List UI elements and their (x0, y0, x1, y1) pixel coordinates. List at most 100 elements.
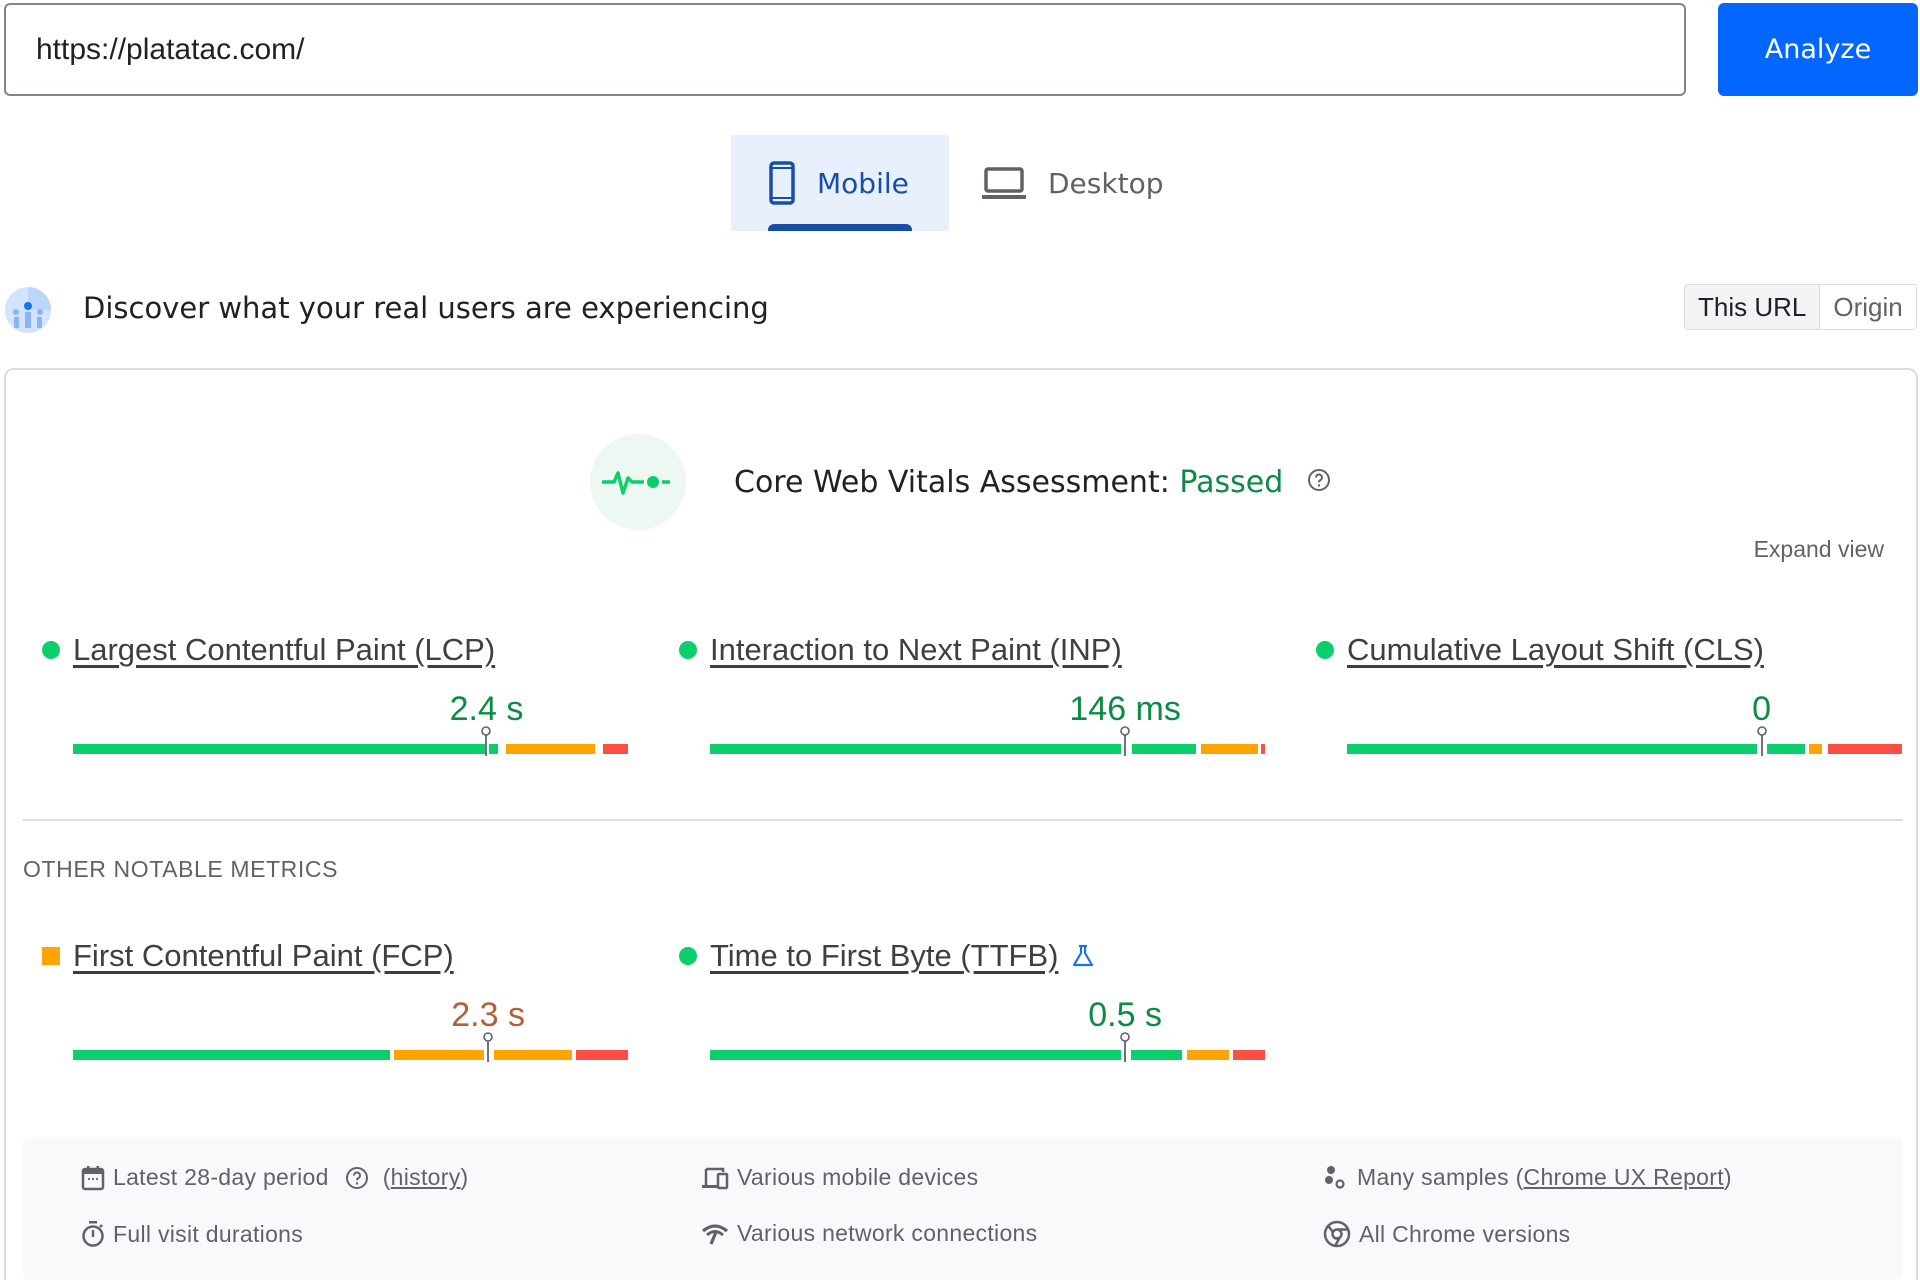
chrome-ux-report-link[interactable]: Chrome UX Report (1523, 1164, 1724, 1190)
distribution-segment (1130, 1050, 1183, 1060)
devices-icon (702, 1167, 729, 1189)
metric-ttfb-value: 0.5 s (1088, 996, 1162, 1034)
metric-fcp-link[interactable]: First Contentful Paint (FCP) (73, 938, 454, 973)
chrome-versions-info: All Chrome versions (1323, 1220, 1571, 1248)
durations-info: Full visit durations (81, 1220, 303, 1248)
metric-cls-value: 0 (1752, 690, 1772, 728)
samples-icon (1325, 1165, 1345, 1189)
metric-inp: Interaction to Next Paint (INP) 146 ms (679, 630, 1279, 756)
smartphone-icon (769, 161, 795, 205)
samples-info: Many samples (Chrome UX Report) (1323, 1164, 1732, 1191)
good-status-dot (679, 641, 697, 659)
expand-view-link[interactable]: Expand view (1753, 536, 1884, 562)
metric-lcp-value: 2.4 s (449, 690, 524, 728)
cwv-title: Core Web Vitals Assessment: Passed (734, 465, 1331, 500)
pulse-icon (590, 434, 686, 530)
metric-fcp: First Contentful Paint (FCP) 2.3 s (42, 936, 642, 1062)
percentile-marker-icon (1756, 726, 1767, 756)
samples-prefix: Many samples ( (1357, 1164, 1524, 1190)
stopwatch-icon (82, 1221, 104, 1247)
flask-icon[interactable] (1072, 944, 1094, 968)
period-text: Latest 28-day period (113, 1164, 329, 1190)
devices-info: Various mobile devices (701, 1164, 978, 1191)
field-data-card: Core Web Vitals Assessment: Passed Expan… (4, 368, 1918, 1280)
distribution-segment (1261, 744, 1265, 754)
distribution-segment (1201, 744, 1258, 754)
period-info: Latest 28-day period (history) (81, 1164, 468, 1191)
distribution-segment (73, 744, 485, 754)
url-input[interactable] (4, 3, 1686, 96)
distribution-segment (710, 1050, 1121, 1060)
section-divider (23, 819, 1903, 821)
tab-desktop[interactable]: Desktop (949, 135, 1179, 231)
distribution-segment (1131, 744, 1196, 754)
metric-lcp-distribution-bar (73, 726, 628, 756)
this-url-button[interactable]: This URL (1685, 285, 1821, 329)
metric-lcp: Largest Contentful Paint (LCP) 2.4 s (42, 630, 642, 756)
percentile-marker-icon (481, 726, 492, 756)
chrome-icon (1323, 1220, 1351, 1248)
real-users-icon (5, 287, 51, 333)
metric-cls: Cumulative Layout Shift (CLS) 0 (1316, 630, 1916, 756)
metric-cls-link[interactable]: Cumulative Layout Shift (CLS) (1347, 632, 1764, 667)
analyze-button[interactable]: Analyze (1718, 3, 1918, 96)
distribution-segment (73, 1050, 391, 1060)
durations-text: Full visit durations (113, 1220, 304, 1247)
distribution-segment (1827, 744, 1902, 754)
metric-ttfb: Time to First Byte (TTFB) 0.5 s (679, 936, 1279, 1062)
metric-inp-link[interactable]: Interaction to Next Paint (INP) (710, 632, 1122, 667)
history-paren: (history) (382, 1164, 469, 1190)
other-metrics-heading: OTHER NOTABLE METRICS (23, 856, 339, 882)
metric-cls-distribution-bar (1347, 726, 1902, 756)
distribution-segment (505, 744, 595, 754)
metric-ttfb-distribution-bar (710, 1032, 1265, 1062)
metric-fcp-value: 2.3 s (451, 996, 525, 1034)
good-status-dot (1316, 641, 1334, 659)
cwv-assessment: Core Web Vitals Assessment: Passed (590, 434, 1331, 530)
good-status-dot (679, 947, 697, 965)
distribution-segment (1233, 1050, 1265, 1060)
percentile-marker-icon (483, 1032, 493, 1062)
distribution-segment (489, 744, 498, 754)
data-source-info: Latest 28-day period (history) Full visi… (23, 1138, 1903, 1280)
metric-lcp-link[interactable]: Largest Contentful Paint (LCP) (73, 632, 496, 667)
distribution-segment (1767, 744, 1806, 754)
distribution-segment (394, 1050, 484, 1060)
percentile-marker-icon (1120, 1032, 1130, 1062)
crux-header: Discover what your real users are experi… (0, 280, 1920, 340)
distribution-segment (603, 744, 628, 754)
good-status-dot (42, 641, 60, 659)
network-icon (701, 1223, 729, 1245)
devices-text: Various mobile devices (737, 1164, 979, 1190)
history-link[interactable]: history (390, 1164, 461, 1190)
url-origin-toggle: This URL Origin (1684, 284, 1917, 330)
calendar-icon (81, 1165, 105, 1190)
percentile-marker-icon (1120, 726, 1130, 756)
help-icon[interactable] (345, 1166, 369, 1190)
distribution-segment (493, 1050, 572, 1060)
network-info: Various network connections (701, 1220, 1037, 1247)
cwv-status: Passed (1179, 464, 1284, 500)
cwv-label: Core Web Vitals Assessment: (734, 464, 1170, 500)
tab-desktop-label: Desktop (1048, 166, 1164, 200)
tab-mobile[interactable]: Mobile (731, 135, 949, 231)
distribution-segment (1186, 1050, 1229, 1060)
distribution-segment (1347, 744, 1757, 754)
tab-mobile-label: Mobile (817, 166, 909, 200)
distribution-segment (1809, 744, 1823, 754)
metric-fcp-distribution-bar (73, 1032, 628, 1062)
origin-button[interactable]: Origin (1820, 285, 1916, 329)
distribution-segment (575, 1050, 628, 1060)
metric-inp-value: 146 ms (1069, 690, 1181, 728)
needs-improvement-square (42, 947, 60, 965)
distribution-segment (710, 744, 1121, 754)
metric-inp-distribution-bar (710, 726, 1265, 756)
crux-title: Discover what your real users are experi… (83, 291, 769, 325)
network-text: Various network connections (737, 1220, 1038, 1246)
samples-suffix: ) (1723, 1164, 1732, 1190)
metric-ttfb-link[interactable]: Time to First Byte (TTFB) (710, 938, 1059, 973)
laptop-icon (982, 167, 1026, 199)
chrome-versions-text: All Chrome versions (1359, 1220, 1571, 1247)
help-icon[interactable] (1307, 468, 1331, 492)
device-tabs: Mobile Desktop (731, 135, 1179, 231)
